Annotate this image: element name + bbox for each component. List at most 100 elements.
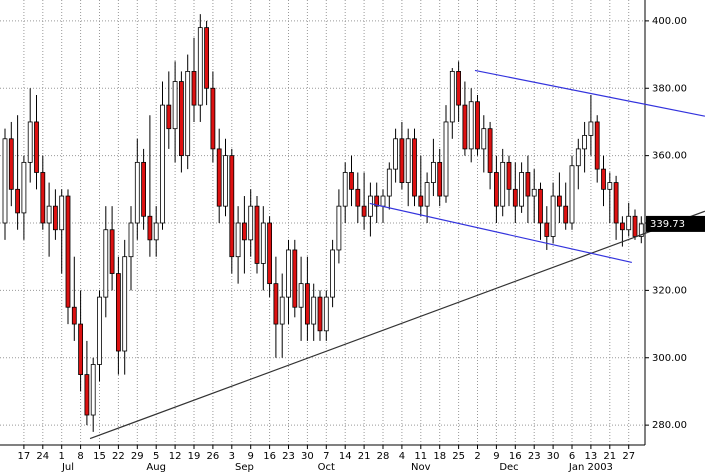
candle-body bbox=[437, 161, 443, 197]
candle-body bbox=[46, 205, 52, 224]
last-price-box bbox=[646, 215, 705, 232]
x-tick-label: 3 bbox=[229, 451, 235, 462]
candle-body bbox=[134, 161, 140, 224]
month-label: Oct bbox=[318, 462, 335, 473]
candle-body bbox=[475, 101, 480, 150]
candle-body bbox=[248, 205, 254, 241]
candle-body bbox=[481, 128, 487, 150]
candle-body bbox=[185, 71, 191, 157]
month-label: Jul bbox=[61, 462, 74, 473]
candle-body bbox=[323, 296, 329, 332]
candle-body bbox=[493, 172, 499, 207]
candle-body bbox=[172, 81, 178, 130]
candle-body bbox=[223, 155, 228, 207]
x-tick-label: 23 bbox=[528, 451, 541, 462]
candle-body bbox=[204, 27, 210, 89]
candle-body bbox=[582, 135, 587, 150]
candle-body bbox=[317, 296, 323, 332]
candle-body bbox=[210, 87, 216, 150]
x-tick-label: 30 bbox=[301, 451, 314, 462]
x-tick-label: 1 bbox=[59, 451, 65, 462]
candle-body bbox=[506, 161, 512, 190]
candle-body bbox=[355, 188, 361, 207]
candle-body bbox=[71, 306, 77, 325]
x-tick-label: 30 bbox=[547, 451, 560, 462]
candle-body bbox=[292, 249, 298, 308]
x-tick-label: 4 bbox=[399, 451, 405, 462]
candle-body bbox=[298, 283, 304, 308]
candle-body bbox=[393, 138, 399, 170]
candle-body bbox=[374, 195, 380, 207]
trendline bbox=[89, 210, 705, 440]
candle-body bbox=[53, 205, 58, 231]
trendline bbox=[474, 69, 705, 117]
y-tick-label: 400.00 bbox=[652, 16, 687, 27]
x-tick-label: 16 bbox=[509, 451, 522, 462]
candle-body bbox=[8, 138, 14, 190]
candle-body bbox=[273, 283, 279, 325]
x-tick-label: 25 bbox=[452, 451, 465, 462]
candle-body bbox=[216, 148, 222, 207]
candle-body bbox=[128, 222, 134, 258]
x-tick-label: 21 bbox=[358, 451, 371, 462]
x-tick-label: 11 bbox=[414, 451, 427, 462]
x-tick-label: 7 bbox=[323, 451, 329, 462]
x-tick-label: 24 bbox=[36, 451, 49, 462]
y-tick-label: 380.00 bbox=[652, 83, 687, 94]
candle-body bbox=[147, 215, 153, 241]
candle-body bbox=[544, 222, 550, 237]
candle-body bbox=[330, 249, 336, 298]
candle-body bbox=[456, 71, 462, 106]
candle-body bbox=[267, 222, 273, 285]
candle-body bbox=[386, 168, 392, 197]
candle-body bbox=[27, 121, 33, 163]
month-label: Aug bbox=[146, 462, 166, 473]
last-price-label: 339.73 bbox=[650, 219, 685, 230]
candle-body bbox=[361, 205, 367, 217]
candle-body bbox=[178, 81, 184, 157]
candle-body bbox=[588, 121, 594, 136]
candle-body bbox=[229, 155, 235, 258]
candle-body bbox=[336, 205, 342, 251]
candle-body bbox=[449, 71, 455, 123]
x-tick-label: 9 bbox=[493, 451, 499, 462]
candle-body bbox=[531, 188, 537, 197]
x-tick-label: 12 bbox=[169, 451, 182, 462]
x-tick-label: 22 bbox=[112, 451, 125, 462]
candle-body bbox=[15, 188, 21, 214]
y-tick-label: 300.00 bbox=[652, 353, 687, 364]
candle-body bbox=[557, 195, 562, 207]
candle-body bbox=[141, 161, 147, 217]
candle-body bbox=[21, 161, 27, 214]
x-tick-label: 8 bbox=[77, 451, 83, 462]
candle-body bbox=[525, 172, 531, 197]
x-tick-label: 18 bbox=[433, 451, 446, 462]
x-tick-label: 2 bbox=[474, 451, 480, 462]
x-tick-label: 27 bbox=[622, 451, 635, 462]
x-tick-label: 5 bbox=[153, 451, 159, 462]
candle-body bbox=[487, 128, 493, 173]
candle-body bbox=[40, 172, 46, 224]
candle-body bbox=[613, 182, 619, 224]
candle-body bbox=[399, 138, 405, 183]
candle-body bbox=[97, 296, 102, 365]
candle-body bbox=[569, 165, 575, 224]
candle-body bbox=[632, 215, 638, 237]
candle-body bbox=[160, 104, 165, 224]
month-label: Jan 2003 bbox=[568, 462, 613, 473]
candle-body bbox=[311, 296, 317, 325]
candle-body bbox=[594, 121, 600, 170]
x-tick-label: 26 bbox=[207, 451, 220, 462]
candle-body bbox=[563, 205, 569, 224]
candle-body bbox=[512, 188, 518, 207]
candle-body bbox=[109, 229, 115, 274]
candle-body bbox=[260, 222, 266, 264]
y-tick-label: 320.00 bbox=[652, 285, 687, 296]
candle-body bbox=[418, 195, 424, 207]
candle-body bbox=[304, 283, 310, 325]
candle-body bbox=[405, 138, 411, 183]
candle-body bbox=[241, 222, 247, 241]
candle-body bbox=[78, 323, 83, 375]
candle-body bbox=[638, 223, 644, 237]
x-tick-label: 21 bbox=[603, 451, 616, 462]
